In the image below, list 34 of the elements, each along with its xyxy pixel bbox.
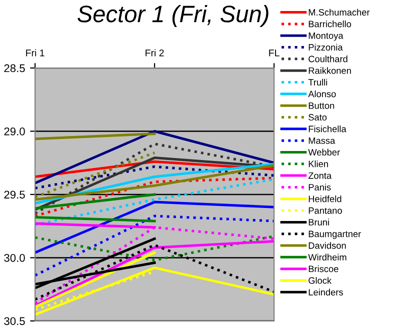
legend-label: Leinders	[308, 288, 343, 296]
x-tick-label: FL	[269, 50, 280, 56]
legend-label: Pizzonia	[308, 44, 343, 51]
y-tick-label: 29.0	[4, 128, 25, 136]
legend-label: Massa	[308, 137, 336, 144]
x-tick-label: Fri 2	[146, 49, 164, 56]
legend-label: Webber	[308, 148, 340, 156]
legend-label: Zonta	[308, 172, 332, 179]
legend-label: Baumgartner	[308, 230, 361, 239]
legend-label: Panis	[308, 184, 331, 191]
legend-label: Fisichella	[308, 125, 346, 132]
legend-label: Raikkonen	[308, 67, 351, 74]
y-tick-label: 29.5	[4, 190, 25, 199]
legend-label: Heidfeld	[308, 195, 342, 202]
legend-label: Pantano	[308, 207, 342, 214]
legend-label: Sato	[308, 114, 327, 121]
x-tick-label: Fri 1	[26, 49, 44, 56]
legend-label: M.Schumacher	[308, 8, 370, 16]
y-tick-label: 30.5	[4, 317, 25, 326]
legend-label: Trulli	[308, 78, 328, 86]
y-tick-label: 30.0	[4, 254, 25, 262]
y-tick-label: 28.5	[4, 64, 25, 72]
legend-label: Wirdheim	[308, 254, 346, 260]
legend-label: Klien	[308, 160, 328, 168]
legend-label: Montoya	[308, 32, 344, 41]
legend-label: Bruni	[308, 218, 329, 226]
legend-label: Coulthard	[308, 55, 348, 62]
legend-label: Davidson	[308, 242, 346, 249]
legend-label: Glock	[308, 277, 332, 284]
legend-label: Button	[308, 102, 334, 109]
legend-label: Barrichello	[308, 20, 352, 28]
legend-label: Alonso	[308, 90, 336, 98]
legend-label: Briscoe	[308, 265, 338, 272]
chart-title: Sector 1 (Fri, Sun)	[78, 5, 268, 28]
